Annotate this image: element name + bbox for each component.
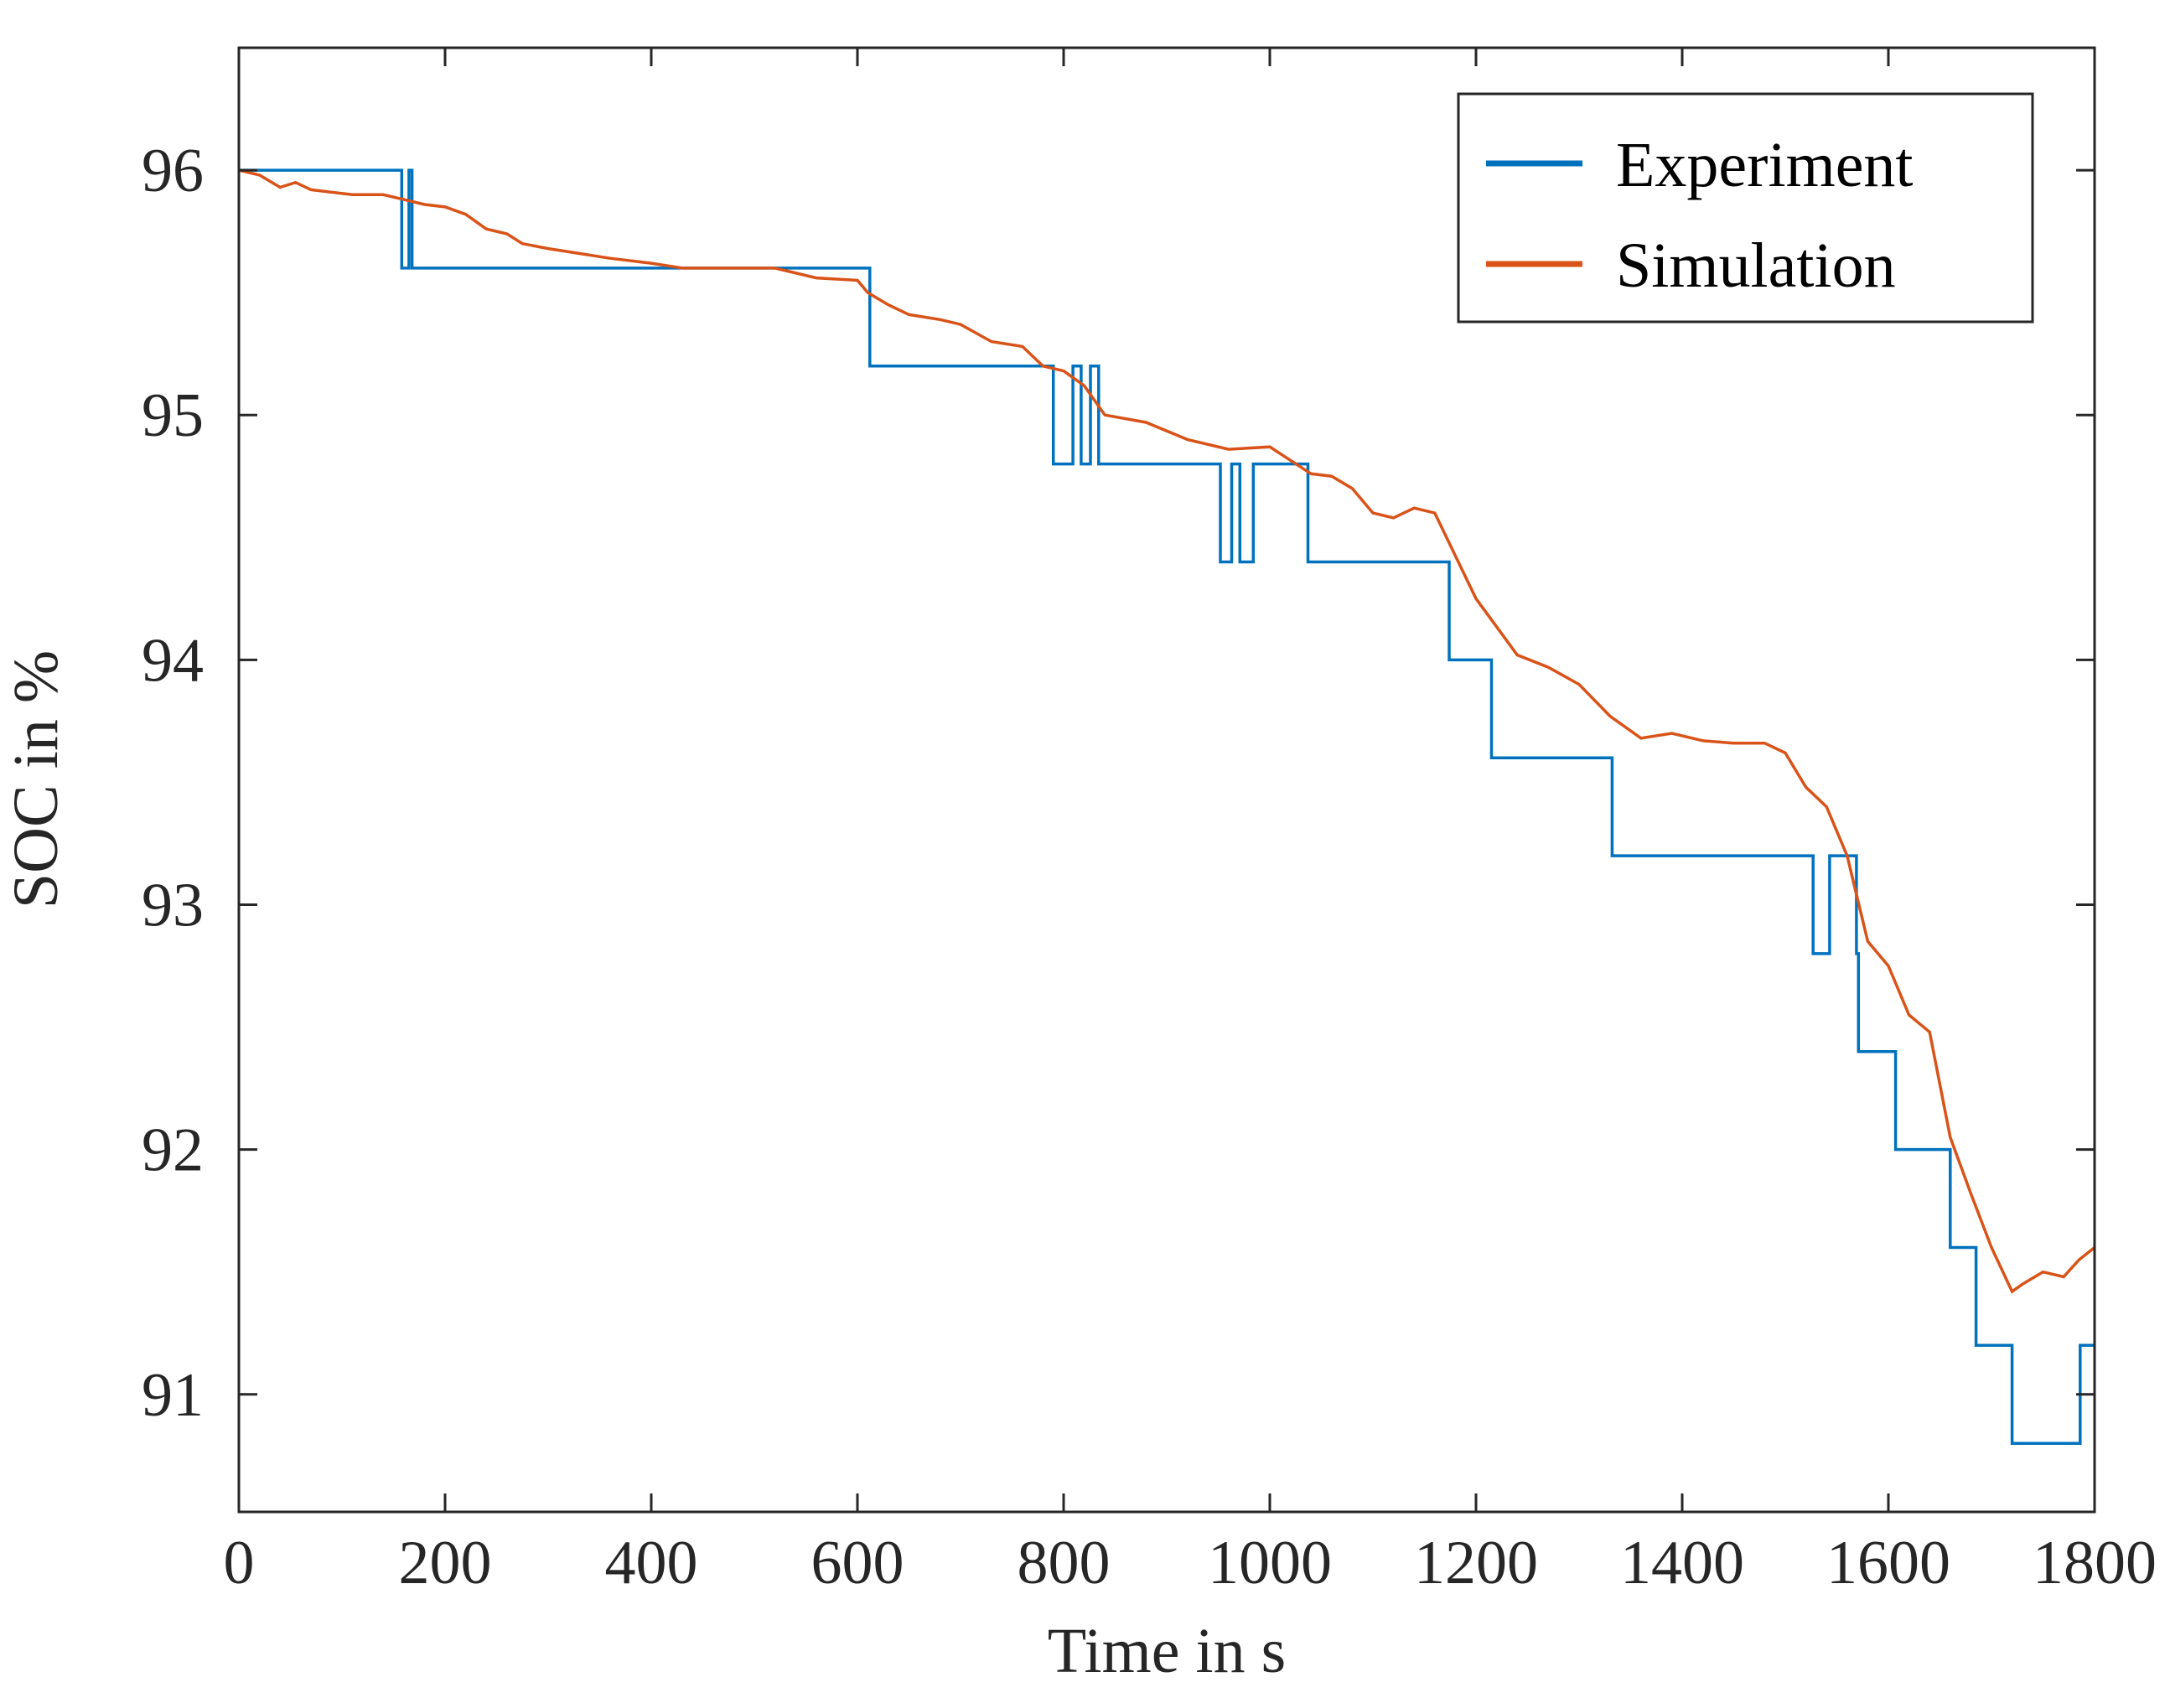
- y-tick-label: 91: [142, 1361, 204, 1430]
- y-tick-label: 94: [142, 626, 204, 695]
- y-tick-label: 92: [142, 1116, 204, 1185]
- axes-box: [237, 46, 2096, 1514]
- legend-label-experiment: Experiment: [1616, 130, 1914, 200]
- x-tick-label: 600: [811, 1529, 904, 1597]
- plot-lines: [238, 168, 2096, 1445]
- axis-ticks: [237, 48, 2096, 1512]
- y-tick-label: 96: [142, 137, 204, 205]
- y-tick-label: 93: [142, 871, 204, 939]
- x-tick-label: 0: [224, 1529, 255, 1597]
- x-axis-title: Time in s: [1048, 1616, 1286, 1686]
- x-tick-label: 1200: [1414, 1529, 1538, 1597]
- x-tick-label: 400: [605, 1529, 698, 1597]
- series-line-simulation: [238, 168, 2096, 1294]
- axis-tick-labels: 0 200 400 600 800 1000 1200 1400 1600 1800 91 92 93 9…: [142, 137, 2157, 1597]
- series-line-experiment: [239, 168, 2095, 1445]
- x-tick-label: 1400: [1620, 1529, 1744, 1597]
- x-tick-label: 1600: [1826, 1529, 1950, 1597]
- x-tick-label: 800: [1018, 1529, 1111, 1597]
- x-tick-label: 200: [399, 1529, 492, 1597]
- x-tick-label: 1800: [2033, 1529, 2157, 1597]
- legend-box: [1457, 92, 2034, 323]
- y-tick-label: 95: [142, 381, 204, 450]
- x-tick-label: 1000: [1208, 1529, 1332, 1597]
- y-axis-title: SOC in %: [1, 650, 71, 908]
- legend: Experiment Simulation: [1457, 92, 2034, 323]
- legend-label-simulation: Simulation: [1616, 230, 1896, 301]
